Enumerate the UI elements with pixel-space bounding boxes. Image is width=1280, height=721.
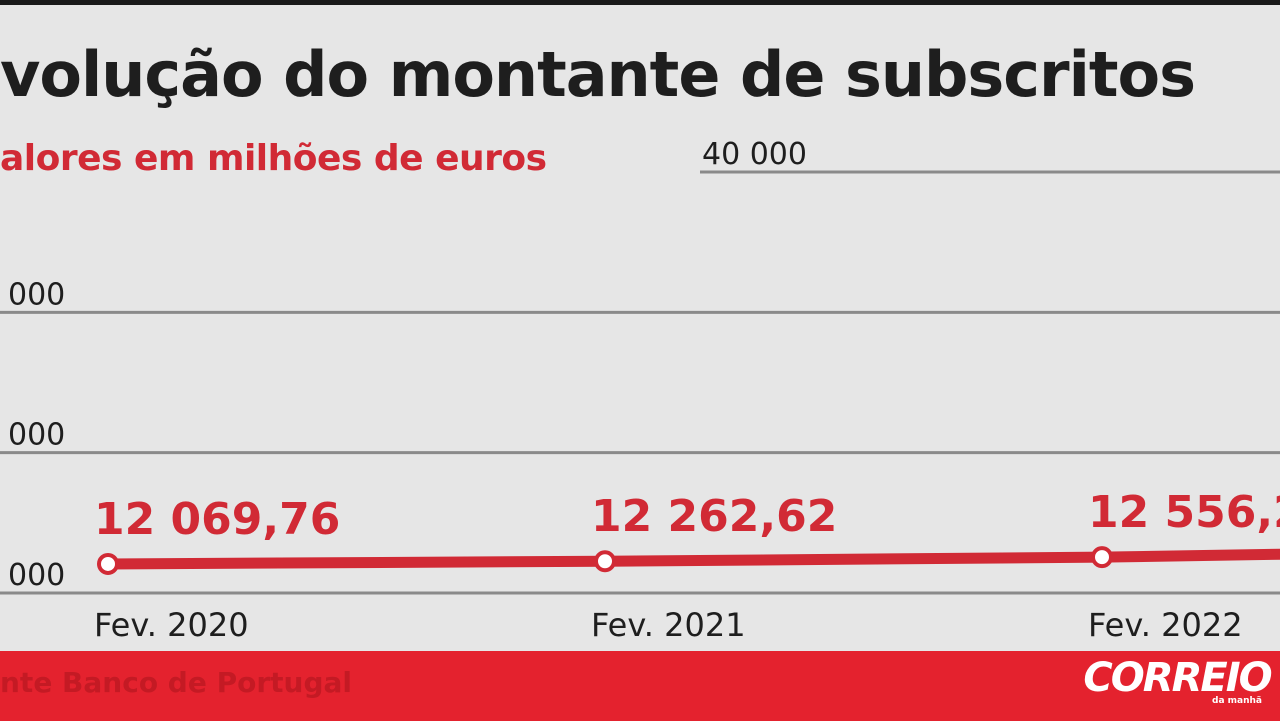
x-tick-label: Fev. 2021 bbox=[591, 606, 746, 644]
footer-bar bbox=[0, 651, 1280, 721]
top-rule bbox=[0, 0, 1280, 5]
brand-name: CORREIO bbox=[1083, 655, 1272, 701]
data-label: 12 069,76 bbox=[94, 494, 340, 545]
x-tick-label: Fev. 2020 bbox=[94, 606, 249, 644]
line-chart: 40 000 000 000 000 Fev. 2020 Fev. 2021 Fev. 20… bbox=[0, 137, 1280, 644]
brand-subtitle: da manhã bbox=[1212, 696, 1262, 706]
brand-logo: CORREIO da manhã bbox=[1082, 655, 1272, 715]
data-point bbox=[1091, 546, 1113, 569]
series-line bbox=[102, 548, 1280, 570]
y-tick-label: 000 bbox=[8, 277, 65, 312]
chart-title: volução do montante de subscritos bbox=[0, 38, 1196, 111]
x-tick-label: Fev. 2022 bbox=[1088, 606, 1243, 644]
y-tick-label: 40 000 bbox=[702, 137, 807, 172]
data-label: 12 556,2 bbox=[1088, 487, 1280, 538]
source-note: nte Banco de Portugal bbox=[0, 666, 353, 699]
data-label: 12 262,62 bbox=[591, 491, 837, 542]
y-tick-label: 000 bbox=[8, 558, 65, 593]
chart-subtitle: alores em milhões de euros bbox=[0, 138, 547, 179]
data-point bbox=[594, 550, 616, 573]
data-point bbox=[97, 552, 119, 575]
y-tick-label: 000 bbox=[8, 418, 65, 453]
